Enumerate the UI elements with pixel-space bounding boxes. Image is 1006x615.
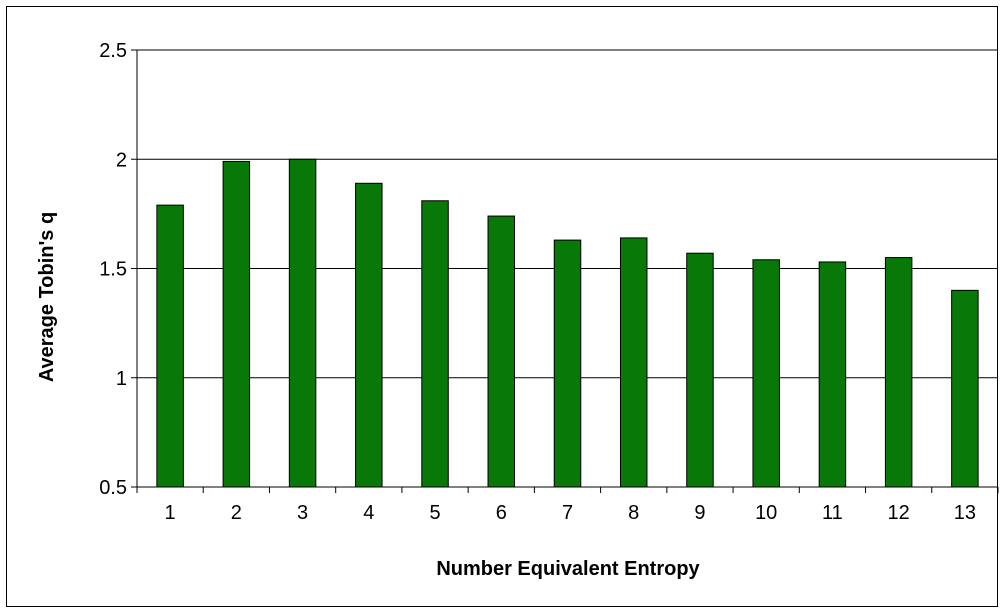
y-tick-label: 0.5 — [99, 477, 127, 499]
x-tick-labels: 1 2 3 4 5 6 7 8 9 10 11 12 13 — [165, 502, 976, 524]
x-tick-label: 5 — [429, 502, 440, 524]
bar-8 — [620, 238, 646, 487]
x-tick-label: 11 — [822, 502, 843, 524]
bar-4 — [356, 183, 382, 487]
bar-1 — [157, 205, 183, 487]
y-tick-label: 2 — [116, 149, 127, 171]
bar-7 — [554, 240, 580, 487]
x-tick-label: 7 — [562, 502, 573, 524]
x-tick-label: 4 — [363, 502, 374, 524]
x-tick-label: 6 — [496, 502, 507, 524]
bar-10 — [753, 260, 779, 487]
bar-3 — [289, 159, 315, 487]
x-tick-label: 13 — [954, 502, 976, 524]
bar-9 — [687, 253, 713, 487]
x-tick-label: 1 — [165, 502, 176, 524]
x-axis-title: Number Equivalent Entropy — [436, 558, 700, 580]
bar-6 — [488, 216, 514, 487]
bars — [157, 159, 978, 487]
y-tick-label: 1.5 — [99, 259, 127, 281]
x-tick-label: 8 — [628, 502, 639, 524]
x-tick-label: 2 — [231, 502, 242, 524]
x-tick-label: 10 — [755, 502, 777, 524]
y-tick-label: 2.5 — [99, 40, 127, 62]
y-tick-label: 1 — [116, 368, 127, 390]
bar-11 — [819, 262, 845, 487]
bar-12 — [885, 258, 911, 487]
y-tick-labels: 0.5 1 1.5 2 2.5 — [99, 40, 127, 499]
bar-13 — [952, 290, 978, 487]
x-tick-label: 9 — [694, 502, 705, 524]
x-tick-label: 3 — [297, 502, 308, 524]
x-tick-label: 12 — [888, 502, 910, 524]
bar-2 — [223, 161, 249, 487]
y-axis-title: Average Tobin's q — [36, 212, 58, 382]
bar-5 — [422, 201, 448, 487]
